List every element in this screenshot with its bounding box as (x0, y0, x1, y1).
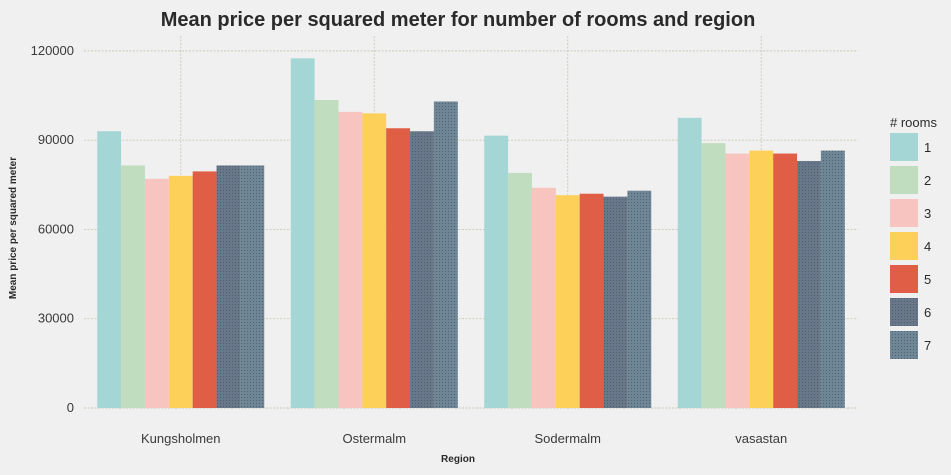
bar-texture (603, 196, 628, 408)
legend-swatch-texture (890, 331, 918, 359)
legend-label: 2 (924, 173, 931, 188)
x-axis-title: Region (441, 454, 475, 465)
bar-texture (627, 190, 652, 408)
bar (314, 99, 339, 408)
bar (773, 153, 798, 408)
bar-texture (216, 165, 241, 408)
bar (725, 153, 750, 408)
bar (579, 193, 604, 408)
bar (484, 135, 509, 409)
bar (749, 150, 774, 409)
bar (192, 171, 217, 408)
bar (362, 113, 387, 408)
bar (144, 178, 169, 408)
bar (290, 58, 315, 408)
bar-texture (797, 160, 821, 408)
y-tick-label: 60000 (38, 221, 74, 236)
y-tick-label: 30000 (38, 311, 74, 326)
legend-swatch (890, 199, 918, 227)
legend-label: 3 (924, 206, 931, 221)
bar-texture (240, 165, 265, 408)
bar (531, 187, 556, 408)
bars (97, 58, 845, 409)
bar (555, 195, 580, 408)
chart-title: Mean price per squared meter for number … (161, 9, 756, 31)
bar-texture (410, 131, 434, 408)
legend-label: 4 (924, 239, 931, 254)
legend-label: 7 (924, 338, 931, 353)
y-tick-label: 0 (67, 400, 74, 415)
y-axis-title: Mean price per squared meter (8, 157, 19, 299)
legend-label: 5 (924, 272, 931, 287)
legend-swatch (890, 232, 918, 260)
y-tick-label: 90000 (38, 132, 74, 147)
legend-label: 1 (924, 140, 931, 155)
x-tick-label: Sodermalm (535, 431, 601, 446)
y-axis-ticks: 0 30000 60000 90000 120000 (31, 43, 74, 415)
x-tick-label: vasastan (735, 431, 787, 446)
bar (121, 165, 145, 408)
bar (386, 128, 411, 409)
legend-title: # rooms (890, 115, 937, 130)
bar (338, 111, 363, 408)
bar-texture (820, 150, 845, 409)
legend: # rooms 1 2 3 4 5 6 7 (890, 115, 937, 359)
x-axis-ticks: Kungsholmen Ostermalm Sodermalm vasastan (141, 431, 787, 446)
legend-label: 6 (924, 305, 931, 320)
bar (168, 175, 193, 408)
legend-swatch (890, 265, 918, 293)
legend-swatch (890, 133, 918, 161)
legend-swatch-texture (890, 298, 918, 326)
bar-texture (433, 101, 458, 409)
y-tick-label: 120000 (31, 43, 74, 58)
bar (508, 172, 532, 408)
bar (701, 143, 726, 409)
x-tick-label: Ostermalm (342, 431, 406, 446)
x-tick-label: Kungsholmen (141, 431, 221, 446)
bar (677, 117, 702, 408)
bar (97, 131, 122, 408)
legend-swatch (890, 166, 918, 194)
